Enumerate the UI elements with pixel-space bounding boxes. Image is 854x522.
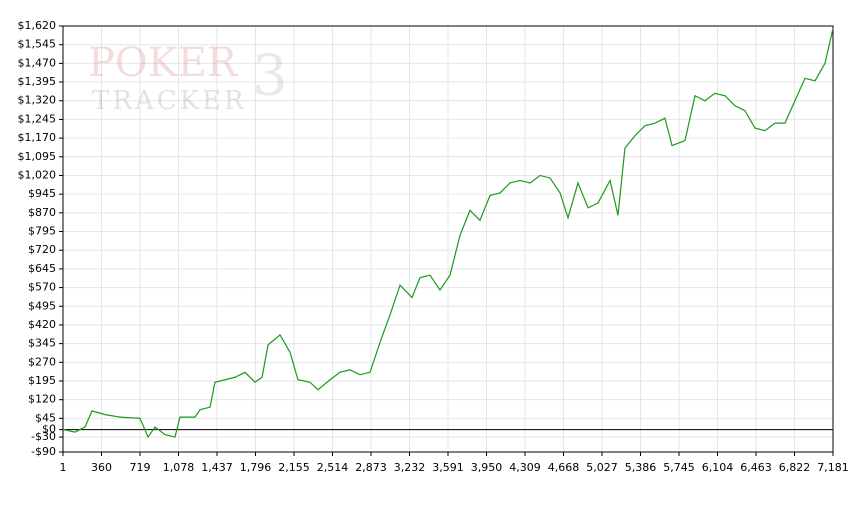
y-tick-label: $495 [28,299,56,312]
x-tick-label: 3,232 [394,461,426,474]
y-tick-label: $1,320 [18,94,57,107]
y-tick-label: $0 [42,423,56,436]
y-tick-label: $1,470 [18,56,57,69]
y-tick-label: $1,170 [18,131,57,144]
y-tick-label: $120 [28,393,56,406]
x-tick-label: 1,437 [201,461,233,474]
x-tick-label: 6,104 [702,461,734,474]
plot-frame [62,25,834,453]
y-tick-label: $1,545 [18,38,57,51]
y-tick-label: $1,020 [18,168,57,181]
y-tick-label: $195 [28,374,56,387]
y-tick-label: $345 [28,337,56,350]
y-tick-label: $270 [28,355,56,368]
x-tick-label: 7,181 [817,461,849,474]
y-tick-label: $945 [28,187,56,200]
x-tick-label: 1,796 [240,461,272,474]
y-tick-label: $570 [28,281,56,294]
y-tick-label: $1,245 [18,112,57,125]
x-tick-label: 360 [91,461,112,474]
x-tick-label: 719 [130,461,151,474]
x-tick-label: 5,386 [625,461,657,474]
x-tick-label: 1 [60,461,67,474]
y-tick-label: $420 [28,318,56,331]
y-tick-label: -$30 [31,430,56,443]
y-tick-label: $1,620 [18,19,57,32]
x-tick-label: 2,155 [278,461,310,474]
y-tick-label: $45 [35,411,56,424]
y-tick-label: $1,095 [18,150,57,163]
series-line [62,28,834,439]
x-tick-label: 5,027 [586,461,618,474]
x-tick-label: 6,822 [779,461,811,474]
y-tick-label: $795 [28,225,56,238]
y-tick-label: $1,395 [18,75,57,88]
y-tick-label: $870 [28,206,56,219]
x-tick-label: 4,668 [548,461,580,474]
x-tick-label: 5,745 [663,461,695,474]
y-tick-label: $645 [28,262,56,275]
x-tick-label: 2,514 [317,461,349,474]
watermark-bottom: TRACKER [92,86,247,116]
x-tick-label: 2,873 [355,461,387,474]
x-tick-label: 3,950 [471,461,503,474]
x-tick-label: 6,463 [740,461,772,474]
watermark-mark: 3 [252,44,288,109]
y-tick-label: $720 [28,243,56,256]
x-tick-label: 3,591 [432,461,464,474]
y-tick-label: -$90 [31,445,56,458]
x-tick-label: 4,309 [509,461,541,474]
watermark: POKER TRACKER 3 [88,40,288,116]
x-tick-label: 1,078 [163,461,195,474]
watermark-top: POKER [88,40,239,86]
